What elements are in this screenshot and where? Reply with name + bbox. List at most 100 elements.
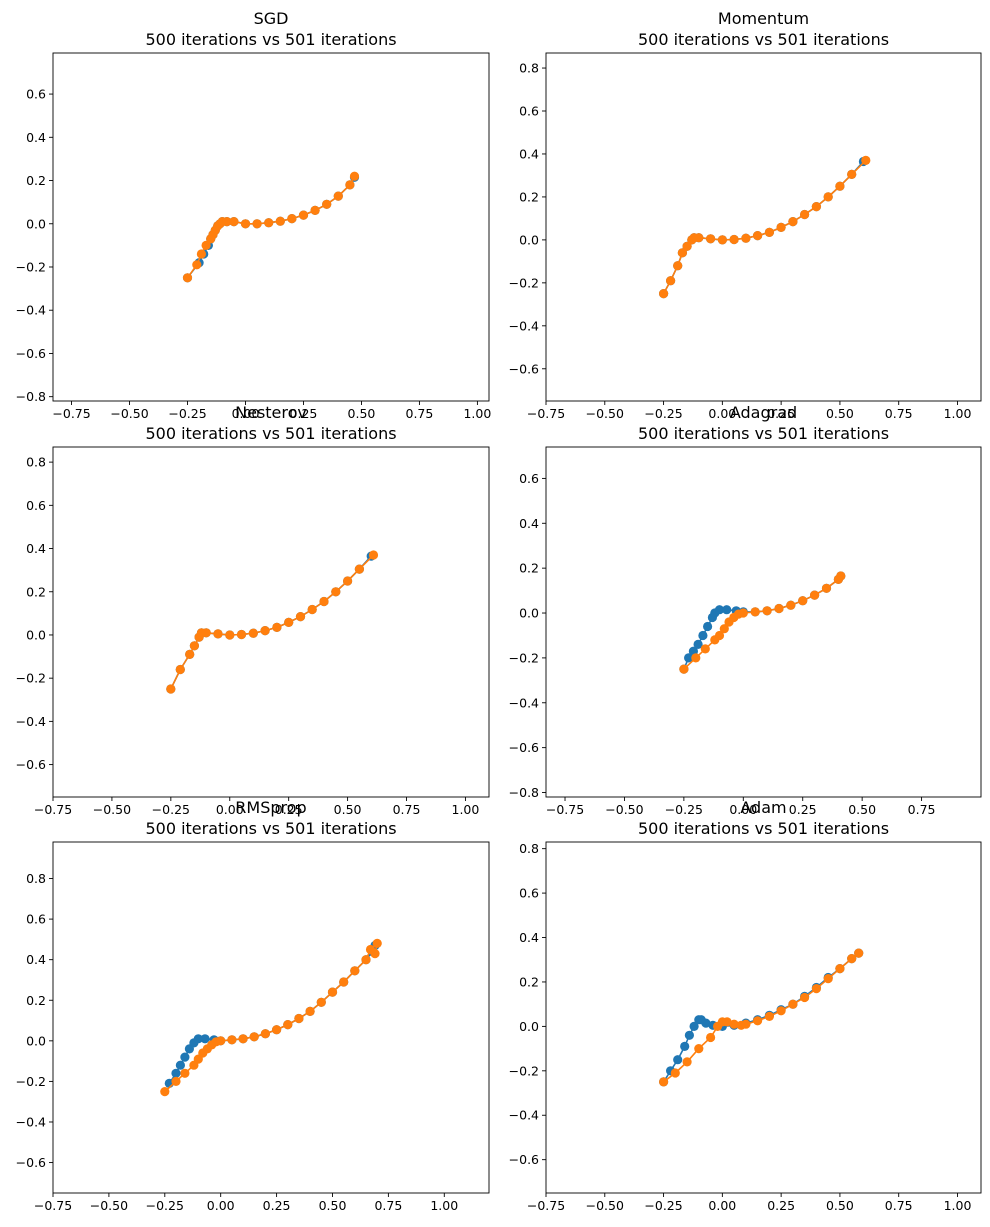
- y-tick-label: −0.6: [509, 1152, 539, 1167]
- y-tick-label: 0.2: [519, 189, 539, 204]
- data-point: [305, 1006, 315, 1017]
- y-tick-label: 0.0: [519, 232, 539, 247]
- data-point: [861, 155, 871, 165]
- data-point: [680, 1041, 690, 1051]
- data-point: [677, 248, 688, 258]
- data-point: [854, 948, 864, 958]
- x-tick-label: 0.50: [334, 802, 362, 817]
- x-tick-label: −0.25: [168, 406, 206, 421]
- y-tick-label: −0.2: [509, 1063, 539, 1078]
- y-tick-label: 0.8: [26, 455, 46, 470]
- data-point: [193, 1034, 203, 1044]
- data-point: [310, 205, 320, 215]
- data-point: [175, 664, 185, 675]
- subplot-title: RMSprop: [235, 798, 306, 817]
- y-tick-label: 0.6: [26, 498, 46, 513]
- data-point: [823, 192, 833, 202]
- x-tick-label: −0.75: [527, 1198, 565, 1213]
- data-point: [679, 664, 689, 674]
- series-line: [170, 555, 372, 690]
- data-point: [368, 550, 379, 560]
- subplot-5: RMSprop 500 iterations vs 501 iterations −…: [16, 798, 490, 1213]
- data-point: [283, 1020, 293, 1030]
- data-point: [835, 964, 845, 974]
- data-point: [670, 1068, 680, 1078]
- x-tick-label: 1.00: [944, 406, 972, 421]
- y-tick-label: −0.6: [509, 361, 539, 376]
- axes-frame: [545, 52, 982, 402]
- data-point: [343, 576, 353, 586]
- y-tick-label: −0.6: [16, 757, 46, 772]
- data-point: [800, 992, 810, 1003]
- data-point: [238, 1034, 248, 1044]
- x-tick-label: 0.00: [708, 406, 736, 421]
- data-point: [225, 630, 235, 640]
- y-tick-label: 0.4: [519, 930, 539, 945]
- data-point: [248, 628, 258, 638]
- data-point: [764, 1011, 775, 1022]
- y-tick-label: 0.6: [26, 912, 46, 927]
- y-tick-label: 0.2: [26, 584, 46, 599]
- data-point: [307, 604, 317, 615]
- axes-frame: [52, 52, 490, 402]
- x-tick-label: −0.75: [34, 1198, 72, 1213]
- y-tick-label: −0.2: [509, 275, 539, 290]
- data-point: [171, 1076, 181, 1086]
- series-500-iterations: [166, 551, 376, 694]
- data-point: [249, 1032, 259, 1042]
- x-tick-label: −0.25: [665, 802, 703, 817]
- data-point: [327, 987, 338, 997]
- x-tick-label: 1.00: [463, 406, 491, 421]
- data-point: [762, 606, 772, 616]
- subplot-subtitle: 500 iterations vs 501 iterations: [638, 424, 889, 443]
- x-tick-label: −0.75: [546, 802, 584, 817]
- series-501-iterations: [166, 550, 379, 694]
- data-point: [836, 571, 846, 581]
- x-tick-label: 0.50: [319, 1198, 347, 1213]
- data-point: [811, 984, 822, 994]
- x-tick-label: 1.00: [944, 1198, 972, 1213]
- x-tick-label: 1.00: [452, 802, 480, 817]
- data-point: [182, 273, 193, 283]
- y-tick-label: −0.4: [16, 714, 46, 729]
- series-line: [662, 159, 867, 294]
- data-point: [722, 605, 732, 615]
- y-tick-label: 0.4: [26, 541, 46, 556]
- subplot-subtitle: 500 iterations vs 501 iterations: [145, 819, 396, 838]
- data-point: [180, 1068, 190, 1078]
- x-tick-label: −0.75: [527, 406, 565, 421]
- axes-frame: [52, 841, 490, 1194]
- series-501-iterations: [182, 171, 360, 283]
- x-tick-label: −0.50: [586, 406, 624, 421]
- subplot-1: SGD 500 iterations vs 501 iterations −0.75…: [16, 9, 492, 421]
- data-point: [192, 260, 202, 270]
- data-point: [287, 214, 297, 224]
- data-point: [764, 227, 775, 237]
- data-point: [786, 600, 796, 610]
- x-tick-label: 1.00: [430, 1198, 458, 1213]
- subplot-6: Adam 500 iterations vs 501 iterations −0.7…: [509, 798, 982, 1213]
- data-point: [753, 1016, 763, 1026]
- data-point: [175, 1060, 185, 1070]
- subplot-title: Adam: [740, 798, 786, 817]
- x-tick-label: 0.75: [406, 406, 434, 421]
- data-point: [689, 1021, 699, 1031]
- y-tick-label: 0.4: [26, 130, 46, 145]
- subplot-title: Momentum: [718, 9, 809, 28]
- x-tick-label: 0.50: [826, 1198, 854, 1213]
- y-tick-label: 0.2: [519, 974, 539, 989]
- x-tick-label: 0.25: [275, 802, 303, 817]
- data-point: [298, 210, 309, 220]
- y-tick-label: −0.8: [509, 785, 539, 800]
- data-point: [776, 1006, 786, 1016]
- y-tick-label: −0.2: [16, 1074, 46, 1089]
- data-point: [694, 233, 704, 243]
- x-tick-label: −0.75: [34, 802, 72, 817]
- x-tick-label: 0.25: [767, 1198, 795, 1213]
- x-tick-label: −0.50: [90, 1198, 128, 1213]
- x-tick-label: −0.50: [605, 802, 643, 817]
- data-point: [684, 653, 694, 663]
- x-tick-label: 0.25: [789, 802, 817, 817]
- data-point: [706, 1032, 716, 1043]
